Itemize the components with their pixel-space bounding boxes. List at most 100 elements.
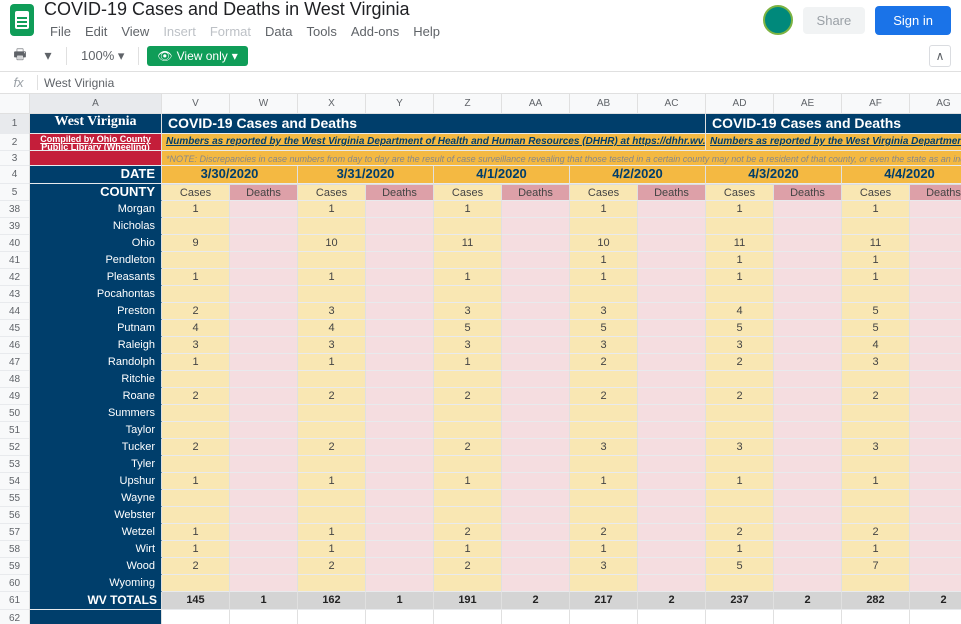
data-cell[interactable]: 2	[570, 388, 638, 405]
date-label[interactable]: DATE	[30, 166, 162, 184]
county-raleigh[interactable]: Raleigh	[30, 337, 162, 354]
data-cell[interactable]	[298, 286, 366, 303]
menu-add-ons[interactable]: Add-ons	[345, 22, 405, 41]
data-cell[interactable]: 2	[162, 558, 230, 575]
filter-icon[interactable]: ▾	[38, 46, 58, 66]
data-cell[interactable]: 3	[842, 439, 910, 456]
data-cell[interactable]	[774, 269, 842, 286]
row-header-2[interactable]: 2	[0, 134, 29, 151]
data-cell[interactable]	[366, 558, 434, 575]
select-all-corner[interactable]	[0, 94, 29, 114]
data-cell[interactable]	[774, 303, 842, 320]
data-cell[interactable]	[366, 490, 434, 507]
data-cell[interactable]	[638, 507, 706, 524]
data-cell[interactable]: 2	[570, 354, 638, 371]
data-cell[interactable]	[230, 422, 298, 439]
data-cell[interactable]: 1	[706, 252, 774, 269]
county-nicholas[interactable]: Nicholas	[30, 218, 162, 235]
data-cell[interactable]	[706, 286, 774, 303]
date-0[interactable]: 3/30/2020	[162, 166, 298, 184]
col-header-X[interactable]: X	[298, 94, 366, 114]
row-header-44[interactable]: 44	[0, 303, 29, 320]
menu-format[interactable]: Format	[204, 22, 257, 41]
data-cell[interactable]: 5	[570, 320, 638, 337]
data-cell[interactable]	[366, 507, 434, 524]
formula-input[interactable]: West Virignia	[38, 76, 120, 90]
data-cell[interactable]	[230, 439, 298, 456]
data-cell[interactable]	[230, 354, 298, 371]
col-header-Z[interactable]: Z	[434, 94, 502, 114]
data-cell[interactable]	[706, 218, 774, 235]
data-cell[interactable]	[502, 337, 570, 354]
row-header-39[interactable]: 39	[0, 218, 29, 235]
note-2[interactable]: *NOTE: Discrepancies in case numbers fro…	[162, 151, 961, 166]
data-cell[interactable]	[638, 371, 706, 388]
data-cell[interactable]	[366, 252, 434, 269]
data-cell[interactable]	[366, 269, 434, 286]
data-cell[interactable]	[502, 388, 570, 405]
data-cell[interactable]: 1	[570, 541, 638, 558]
data-cell[interactable]	[434, 252, 502, 269]
county-tyler[interactable]: Tyler	[30, 456, 162, 473]
data-cell[interactable]: 1	[298, 473, 366, 490]
row-header-5[interactable]: 5	[0, 184, 29, 201]
county-wood[interactable]: Wood	[30, 558, 162, 575]
note-1[interactable]: Numbers as reported by the West Virginia…	[162, 134, 706, 151]
blank[interactable]	[842, 610, 910, 624]
data-cell[interactable]	[230, 201, 298, 218]
data-cell[interactable]	[910, 218, 961, 235]
data-cell[interactable]	[434, 507, 502, 524]
row-header-48[interactable]: 48	[0, 371, 29, 388]
data-cell[interactable]: 1	[570, 473, 638, 490]
data-cell[interactable]	[230, 524, 298, 541]
data-cell[interactable]	[638, 201, 706, 218]
county-summers[interactable]: Summers	[30, 405, 162, 422]
county-taylor[interactable]: Taylor	[30, 422, 162, 439]
data-cell[interactable]	[774, 354, 842, 371]
county-pocahontas[interactable]: Pocahontas	[30, 286, 162, 303]
data-cell[interactable]	[366, 235, 434, 252]
data-cell[interactable]	[502, 456, 570, 473]
col-header-AC[interactable]: AC	[638, 94, 706, 114]
col-header-AE[interactable]: AE	[774, 94, 842, 114]
row-header-56[interactable]: 56	[0, 507, 29, 524]
data-cell[interactable]	[502, 575, 570, 592]
data-cell[interactable]: 4	[162, 320, 230, 337]
data-cell[interactable]: 1	[434, 541, 502, 558]
blank[interactable]	[366, 610, 434, 624]
totals-cell[interactable]: 2	[638, 592, 706, 610]
data-cell[interactable]	[230, 388, 298, 405]
col-header-AA[interactable]: AA	[502, 94, 570, 114]
section-title-2[interactable]: COVID-19 Cases and Deaths	[706, 114, 961, 134]
blank[interactable]	[570, 610, 638, 624]
data-cell[interactable]: 5	[706, 558, 774, 575]
data-cell[interactable]: 3	[570, 558, 638, 575]
menu-view[interactable]: View	[115, 22, 155, 41]
data-cell[interactable]: 3	[298, 303, 366, 320]
compiled-by-2[interactable]	[30, 151, 162, 166]
blank[interactable]	[706, 610, 774, 624]
data-cell[interactable]	[842, 218, 910, 235]
data-cell[interactable]: 7	[842, 558, 910, 575]
data-cell[interactable]: 4	[298, 320, 366, 337]
data-cell[interactable]: 1	[298, 354, 366, 371]
data-cell[interactable]	[774, 473, 842, 490]
signin-button[interactable]: Sign in	[875, 6, 951, 35]
data-cell[interactable]	[434, 575, 502, 592]
row-header-3[interactable]: 3	[0, 151, 29, 166]
data-cell[interactable]: 3	[298, 337, 366, 354]
menu-data[interactable]: Data	[259, 22, 298, 41]
data-cell[interactable]	[774, 456, 842, 473]
data-cell[interactable]	[366, 524, 434, 541]
data-cell[interactable]: 5	[842, 303, 910, 320]
blank[interactable]	[638, 610, 706, 624]
row-header-59[interactable]: 59	[0, 558, 29, 575]
data-cell[interactable]	[638, 388, 706, 405]
data-cell[interactable]: 10	[570, 235, 638, 252]
data-cell[interactable]	[774, 541, 842, 558]
data-cell[interactable]: 2	[298, 388, 366, 405]
totals-cell[interactable]: 145	[162, 592, 230, 610]
data-cell[interactable]	[706, 456, 774, 473]
data-cell[interactable]	[706, 422, 774, 439]
data-cell[interactable]	[774, 218, 842, 235]
